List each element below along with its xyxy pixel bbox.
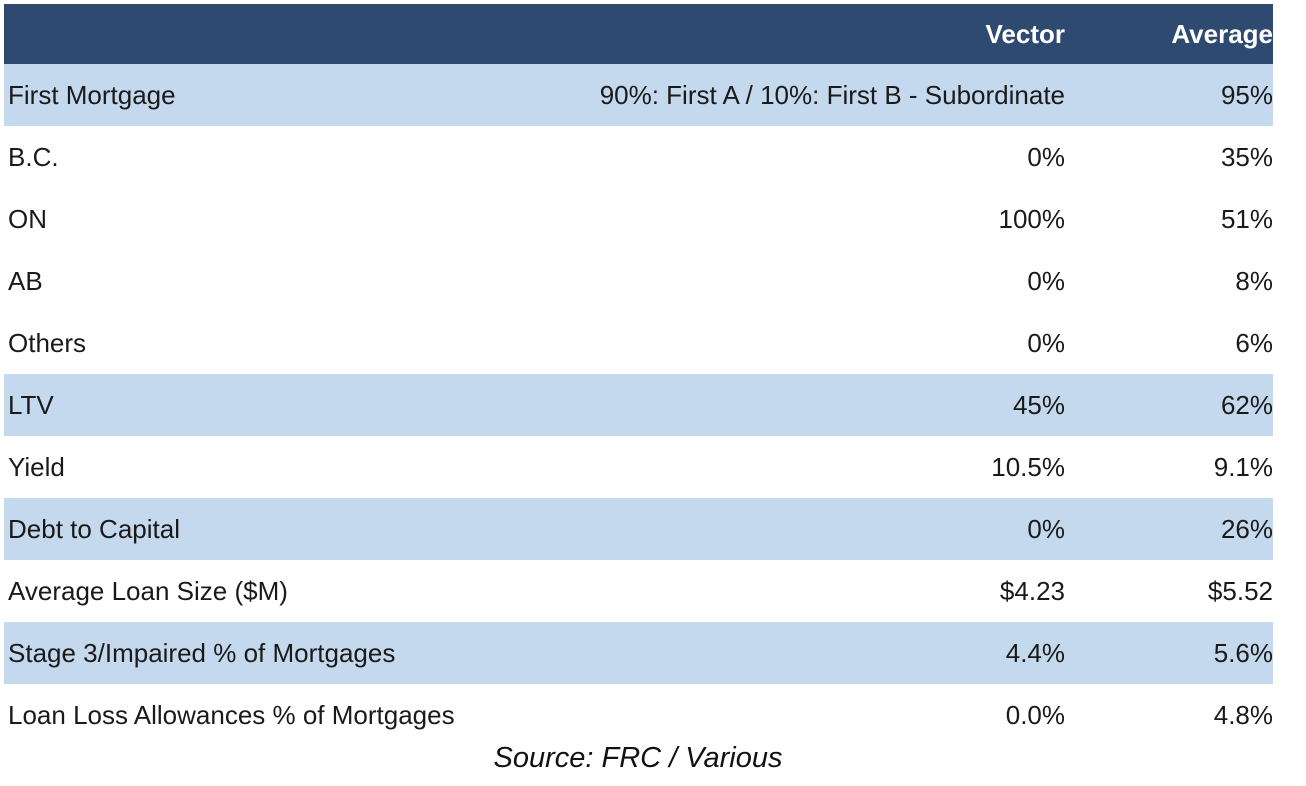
row-average-value: 51% xyxy=(1220,203,1273,234)
header-average-cell: Average xyxy=(1171,18,1273,49)
row-vector-value: 100% xyxy=(998,203,1066,234)
row-average-value: 9.1% xyxy=(1213,451,1273,482)
table-row: Others 0% 6% xyxy=(4,312,1273,374)
row-label: Loan Loss Allowances % of Mortgages xyxy=(8,699,455,730)
row-average-value: 62% xyxy=(1220,389,1273,420)
table-row: First Mortgage 90%: First A / 10%: First… xyxy=(4,64,1273,126)
table-row: Yield 10.5% 9.1% xyxy=(4,436,1273,498)
row-average-value: 4.8% xyxy=(1213,699,1273,730)
table-row: Stage 3/Impaired % of Mortgages 4.4% 5.6… xyxy=(4,622,1273,684)
row-average-value: 6% xyxy=(1235,327,1273,358)
table-row: Average Loan Size ($M) $4.23 $5.52 xyxy=(4,560,1273,622)
table-header-row: Vector Average xyxy=(4,4,1273,64)
header-vector-cell: Vector xyxy=(985,18,1066,49)
table-row: LTV 45% 62% xyxy=(4,374,1273,436)
row-average-value: 8% xyxy=(1235,265,1273,296)
source-caption: Source: FRC / Various xyxy=(493,742,783,774)
row-label: AB xyxy=(8,265,43,296)
row-vector-value: 45% xyxy=(1012,389,1065,420)
row-label: Others xyxy=(8,327,87,358)
row-vector-value: 0% xyxy=(1027,327,1065,358)
row-average-value: 26% xyxy=(1220,513,1273,544)
row-label: Stage 3/Impaired % of Mortgages xyxy=(8,637,396,668)
row-average-value: 5.6% xyxy=(1213,637,1273,668)
row-label: Yield xyxy=(8,451,65,482)
table-row: Loan Loss Allowances % of Mortgages 0.0%… xyxy=(4,684,1273,746)
row-vector-value: 0% xyxy=(1027,513,1065,544)
table-row: B.C. 0% 35% xyxy=(4,126,1273,188)
row-label: LTV xyxy=(8,389,54,420)
row-label: Debt to Capital xyxy=(8,513,180,544)
row-label: B.C. xyxy=(8,141,59,172)
row-vector-value: 90%: First A / 10%: First B - Subordinat… xyxy=(599,79,1065,110)
row-vector-value: $4.23 xyxy=(999,575,1065,606)
row-average-value: 35% xyxy=(1220,141,1273,172)
row-vector-value: 0% xyxy=(1027,141,1065,172)
row-vector-value: 4.4% xyxy=(1005,637,1065,668)
row-average-value: $5.52 xyxy=(1207,575,1273,606)
comparison-table: Vector Average First Mortgage 90%: First… xyxy=(4,4,1273,746)
row-average-value: 95% xyxy=(1220,79,1273,110)
row-label: ON xyxy=(8,203,47,234)
table-row: ON 100% 51% xyxy=(4,188,1273,250)
row-label: First Mortgage xyxy=(8,79,176,110)
table-row: AB 0% 8% xyxy=(4,250,1273,312)
table-row: Debt to Capital 0% 26% xyxy=(4,498,1273,560)
row-vector-value: 0.0% xyxy=(1005,699,1065,730)
row-label: Average Loan Size ($M) xyxy=(8,575,288,606)
row-vector-value: 10.5% xyxy=(991,451,1065,482)
row-vector-value: 0% xyxy=(1027,265,1065,296)
